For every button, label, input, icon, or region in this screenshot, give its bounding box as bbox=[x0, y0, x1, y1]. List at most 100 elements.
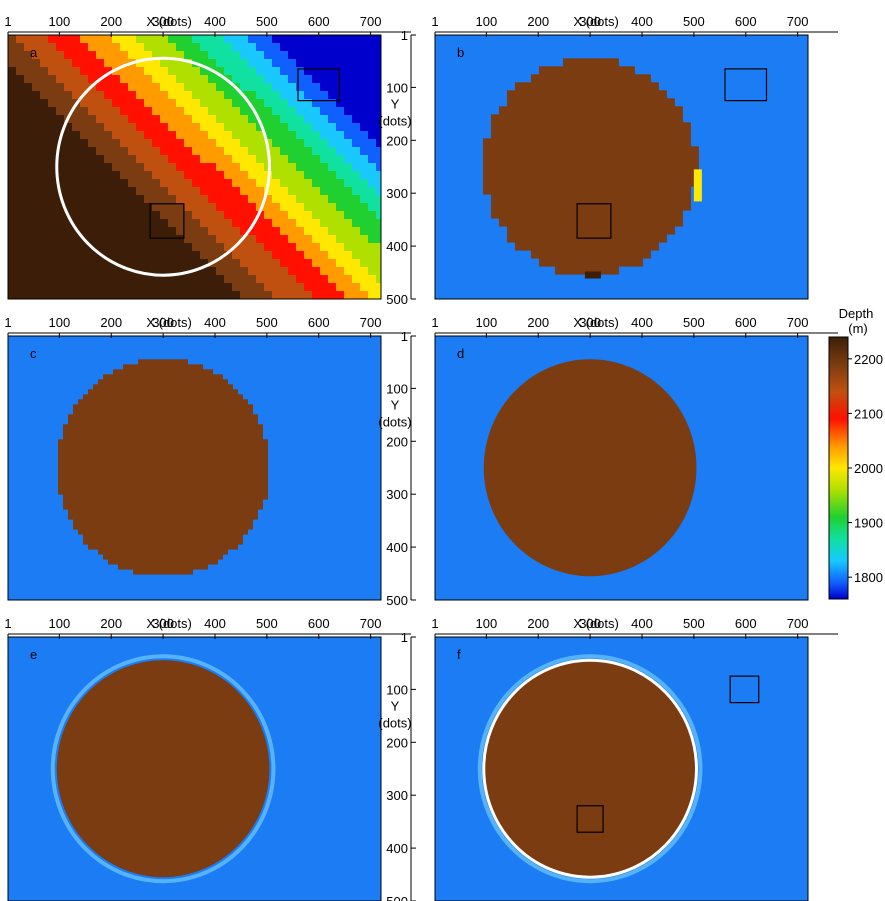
depth-cell bbox=[64, 179, 73, 188]
depth-cell bbox=[96, 83, 105, 92]
depth-cell bbox=[376, 163, 381, 172]
depth-cell bbox=[352, 115, 361, 124]
depth-cell bbox=[40, 211, 49, 220]
depth-cell bbox=[368, 43, 377, 52]
depth-cell bbox=[368, 283, 377, 292]
body-strip bbox=[539, 258, 643, 267]
depth-cell bbox=[240, 219, 249, 228]
depth-cell bbox=[144, 203, 153, 212]
depth-cell bbox=[160, 195, 169, 204]
depth-cell bbox=[264, 35, 273, 44]
depth-cell bbox=[376, 187, 381, 196]
depth-cell bbox=[136, 115, 145, 124]
depth-cell bbox=[8, 259, 17, 268]
depth-cell bbox=[96, 259, 105, 268]
depth-cell bbox=[256, 51, 265, 60]
body-strip bbox=[83, 534, 243, 540]
depth-cell bbox=[240, 267, 249, 276]
body-strip bbox=[113, 369, 213, 375]
depth-cell bbox=[232, 139, 241, 148]
depth-cell bbox=[376, 99, 381, 108]
depth-cell bbox=[48, 43, 57, 52]
depth-cell bbox=[24, 43, 33, 52]
colorbar-tick-label: 1900 bbox=[854, 516, 883, 531]
depth-cell bbox=[160, 283, 169, 292]
depth-cell bbox=[184, 243, 193, 252]
depth-cell bbox=[16, 59, 25, 68]
depth-cell bbox=[240, 171, 249, 180]
depth-cell bbox=[280, 259, 289, 268]
depth-cell bbox=[8, 91, 17, 100]
depth-cell bbox=[216, 115, 225, 124]
depth-cell bbox=[296, 59, 305, 68]
depth-cell bbox=[328, 99, 337, 108]
x-axis-label: X (dots) bbox=[146, 14, 192, 29]
depth-cell bbox=[160, 219, 169, 228]
depth-cell bbox=[192, 35, 201, 44]
depth-cell bbox=[280, 43, 289, 52]
depth-cell bbox=[280, 219, 289, 228]
depth-cell bbox=[320, 211, 329, 220]
depth-cell bbox=[184, 115, 193, 124]
depth-cell bbox=[208, 203, 217, 212]
depth-cell bbox=[144, 187, 153, 196]
depth-cell bbox=[304, 187, 313, 196]
depth-cell bbox=[288, 123, 297, 132]
body-strip bbox=[499, 106, 683, 115]
depth-cell bbox=[336, 219, 345, 228]
y-tick-label: 500 bbox=[386, 292, 408, 307]
depth-cell bbox=[80, 123, 89, 132]
depth-cell bbox=[8, 179, 17, 188]
depth-cell bbox=[128, 235, 137, 244]
depth-cell bbox=[248, 67, 257, 76]
depth-cell bbox=[136, 51, 145, 60]
body-strip bbox=[491, 210, 683, 219]
depth-cell bbox=[48, 203, 57, 212]
depth-cell bbox=[96, 283, 105, 292]
depth-cell bbox=[168, 251, 177, 260]
depth-cell bbox=[104, 155, 113, 164]
depth-cell bbox=[256, 259, 265, 268]
depth-cell bbox=[184, 259, 193, 268]
depth-cell bbox=[24, 243, 33, 252]
depth-cell bbox=[304, 91, 313, 100]
reference-circle bbox=[55, 56, 271, 277]
depth-cell bbox=[96, 59, 105, 68]
depth-cell bbox=[144, 91, 153, 100]
depth-cell bbox=[56, 243, 65, 252]
depth-cell bbox=[248, 123, 257, 132]
depth-cell bbox=[216, 187, 225, 196]
depth-cell bbox=[80, 171, 89, 180]
depth-cell bbox=[112, 291, 121, 299]
panel-a-image bbox=[8, 35, 381, 299]
depth-cell bbox=[40, 235, 49, 244]
body-strip bbox=[531, 250, 651, 259]
depth-cell bbox=[272, 227, 281, 236]
depth-cell bbox=[160, 155, 169, 164]
depth-cell bbox=[176, 203, 185, 212]
depth-cell bbox=[80, 147, 89, 156]
depth-cell bbox=[96, 67, 105, 76]
depth-cell bbox=[376, 203, 381, 212]
depth-cell bbox=[368, 259, 377, 268]
depth-cell bbox=[360, 171, 369, 180]
depth-cell bbox=[216, 171, 225, 180]
depth-cell bbox=[16, 171, 25, 180]
depth-cell bbox=[176, 179, 185, 188]
depth-cell bbox=[256, 139, 265, 148]
depth-cell bbox=[96, 267, 105, 276]
depth-cell bbox=[232, 203, 241, 212]
depth-cell bbox=[224, 123, 233, 132]
depth-cell bbox=[328, 211, 337, 220]
depth-cell bbox=[128, 259, 137, 268]
depth-cell bbox=[328, 251, 337, 260]
depth-cell bbox=[328, 275, 337, 284]
depth-cell bbox=[32, 275, 41, 284]
x-tick-label: 1 bbox=[431, 616, 438, 631]
depth-cell bbox=[248, 83, 257, 92]
depth-cell bbox=[296, 123, 305, 132]
depth-cell bbox=[48, 283, 57, 292]
depth-cell bbox=[16, 187, 25, 196]
depth-cell bbox=[96, 275, 105, 284]
depth-cell bbox=[192, 187, 201, 196]
